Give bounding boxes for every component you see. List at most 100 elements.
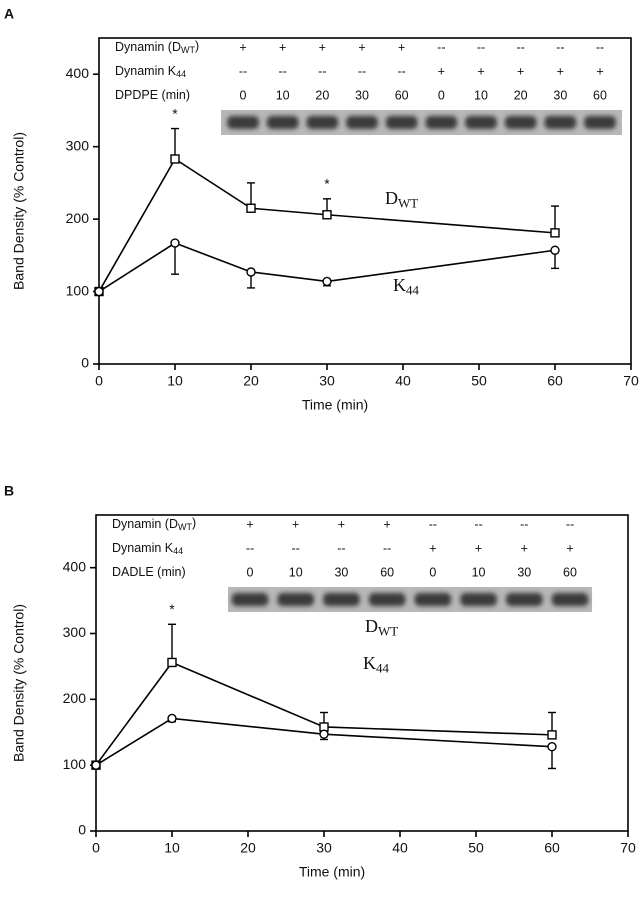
blot-cell: 10	[276, 88, 290, 102]
point-marker	[170, 154, 180, 164]
blot-band	[506, 593, 543, 606]
series-label-part: WT	[398, 196, 418, 211]
blot-cell: --	[596, 40, 604, 54]
blot-band	[227, 116, 259, 129]
y-tick-label: 300	[66, 137, 90, 153]
point-marker	[246, 267, 256, 277]
blot-cell: 0	[240, 88, 247, 102]
y-tick-label: 400	[63, 558, 87, 574]
blot-band	[460, 593, 497, 606]
blot-cell: --	[292, 541, 300, 555]
series-label-part: 44	[376, 661, 389, 676]
blot-row-label-part: )	[192, 516, 196, 530]
blot-cell: 0	[438, 88, 445, 102]
blot-row-label-part: Dynamin K	[112, 541, 174, 555]
blot-cell: --	[566, 517, 574, 531]
blot-cell: --	[437, 40, 445, 54]
blot-cell: +	[596, 64, 603, 78]
blot-row-label-part: Dynamin K	[115, 64, 177, 78]
blot-cell: +	[358, 40, 365, 54]
blot-cell: +	[292, 517, 299, 531]
blot-cell: 10	[472, 565, 486, 579]
blot-band	[544, 116, 577, 129]
blot-cell: +	[398, 40, 405, 54]
series-label: DWT	[365, 616, 398, 638]
x-tick-label: 50	[468, 840, 484, 856]
x-tick-label: 30	[316, 840, 332, 856]
blot-band	[551, 593, 589, 606]
series-label-part: K	[393, 275, 406, 295]
y-tick-label: 100	[63, 756, 87, 772]
series-label-part: D	[365, 616, 378, 636]
x-axis-title: Time (min)	[299, 864, 365, 880]
y-tick-label: 200	[66, 210, 90, 226]
x-tick-label: 20	[240, 840, 256, 856]
x-tick-label: 70	[620, 840, 636, 856]
blot-row-label: Dynamin (DWT)	[112, 516, 196, 532]
x-tick-label: 60	[544, 840, 560, 856]
blot-row-label-part: WT	[178, 523, 192, 533]
panel-label: A	[4, 6, 14, 22]
blot-row-label: DPDPE (min)	[115, 88, 190, 102]
blot-row-label: DADLE (min)	[112, 565, 186, 579]
blot-cell: +	[319, 40, 326, 54]
x-tick-label: 70	[623, 373, 639, 389]
blot-cell: 60	[593, 88, 607, 102]
blot-cell: --	[246, 541, 254, 555]
blot-cell: +	[338, 517, 345, 531]
x-tick-label: 10	[164, 840, 180, 856]
point-marker	[167, 713, 177, 724]
blot-band	[277, 593, 314, 606]
blot-cell: 10	[289, 565, 303, 579]
series-label: K44	[393, 275, 419, 297]
point-marker	[550, 245, 560, 255]
blot-band	[323, 593, 360, 606]
blot-cell: +	[475, 541, 482, 555]
blot-cell: 10	[474, 88, 488, 102]
series-label-part: 44	[406, 283, 419, 298]
blot-cell: +	[279, 40, 286, 54]
blot-band	[504, 116, 537, 129]
point-marker	[170, 238, 180, 248]
blot-row-label-part: WT	[181, 46, 195, 56]
y-axis-title: Band Density (% Control)	[11, 604, 27, 762]
blot-cell: +	[566, 541, 573, 555]
blot-band	[368, 593, 406, 606]
blot-band	[346, 116, 378, 129]
x-tick-label: 0	[95, 373, 103, 389]
y-tick-label: 0	[81, 355, 89, 371]
blot-cell: --	[474, 517, 482, 531]
blot-row-label-part: Dynamin (D	[115, 40, 181, 54]
series-label-part: K	[363, 653, 376, 673]
blot-band	[306, 116, 339, 129]
blot-cell: --	[239, 64, 247, 78]
significance-mark: *	[169, 601, 175, 617]
point-marker	[167, 657, 177, 668]
x-tick-label: 60	[547, 373, 563, 389]
blot-band	[266, 116, 299, 129]
blot-cell: +	[557, 64, 564, 78]
panel-label: B	[4, 483, 14, 499]
blot-cell: +	[383, 517, 390, 531]
x-tick-label: 0	[92, 840, 100, 856]
blot-cell: --	[477, 40, 485, 54]
point-marker	[322, 276, 332, 287]
blot-cell: +	[477, 64, 484, 78]
blot-cell: 30	[517, 565, 531, 579]
blot-cell: +	[239, 40, 246, 54]
blot-cell: --	[383, 541, 391, 555]
blot-cell: 20	[514, 88, 528, 102]
blot-band	[425, 116, 458, 129]
blot-cell: --	[318, 64, 326, 78]
blot-cell: 0	[247, 565, 254, 579]
point-marker	[94, 286, 104, 297]
blot-cell: --	[429, 517, 437, 531]
blot-row-label: Dynamin K44	[115, 64, 186, 79]
y-tick-label: 300	[63, 624, 87, 640]
blot-cell: +	[517, 64, 524, 78]
blot-cell: 60	[563, 565, 577, 579]
blot-band	[465, 116, 497, 129]
blot-row-label: Dynamin K44	[112, 541, 183, 556]
